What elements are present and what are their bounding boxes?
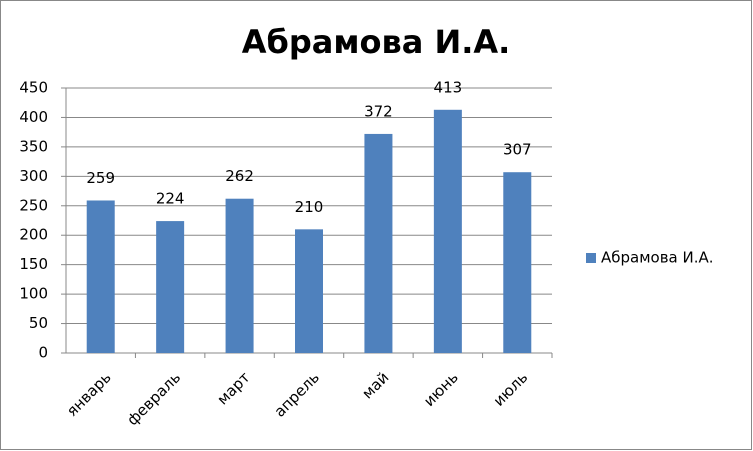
- y-tick-label: 50: [29, 314, 48, 332]
- data-label: 259: [86, 169, 115, 187]
- chart-title: Абрамова И.А.: [242, 23, 511, 61]
- y-tick-label: 400: [19, 108, 48, 126]
- data-label: 262: [225, 167, 254, 185]
- legend-label: Абрамова И.А.: [601, 249, 714, 267]
- y-tick-label: 350: [19, 137, 48, 155]
- y-tick-label: 200: [19, 226, 48, 244]
- legend-swatch: [586, 253, 596, 263]
- bar: [295, 229, 323, 353]
- data-label: 224: [156, 190, 185, 208]
- data-label: 307: [503, 141, 532, 159]
- y-tick-label: 300: [19, 167, 48, 185]
- bar: [503, 172, 532, 353]
- bar: [225, 198, 254, 353]
- y-tick-label: 0: [38, 344, 48, 362]
- bar: [364, 133, 393, 353]
- data-label: 210: [295, 198, 324, 216]
- bar: [156, 221, 185, 353]
- y-tick-label: 100: [19, 285, 48, 303]
- y-tick-label: 450: [19, 79, 48, 97]
- y-tick-label: 250: [19, 196, 48, 214]
- bar: [433, 109, 462, 354]
- y-tick-label: 150: [19, 255, 48, 273]
- data-label: 413: [434, 78, 463, 96]
- data-label: 372: [364, 102, 393, 120]
- bar: [86, 200, 115, 353]
